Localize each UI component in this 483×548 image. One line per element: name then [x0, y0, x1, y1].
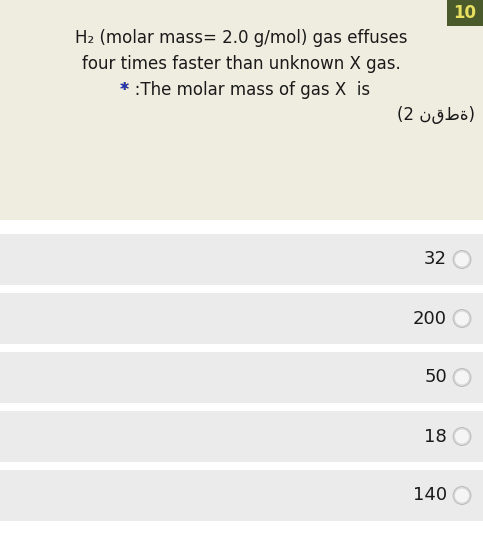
Circle shape	[455, 370, 469, 385]
Text: 10: 10	[454, 4, 477, 22]
Text: 200: 200	[413, 310, 447, 328]
Circle shape	[455, 488, 469, 503]
Bar	[0, 411, 483, 462]
Bar	[447, 0, 483, 26]
Circle shape	[455, 311, 469, 326]
Text: 32: 32	[424, 250, 447, 269]
Text: four times faster than unknown X gas.: four times faster than unknown X gas.	[82, 55, 400, 73]
Text: (2 نقطة): (2 نقطة)	[397, 106, 475, 124]
Circle shape	[453, 250, 471, 269]
Bar	[0, 0, 483, 220]
Circle shape	[453, 310, 471, 328]
Circle shape	[453, 368, 471, 386]
Circle shape	[453, 487, 471, 505]
Text: H₂ (molar mass= 2.0 g/mol) gas effuses: H₂ (molar mass= 2.0 g/mol) gas effuses	[75, 29, 407, 47]
Circle shape	[455, 430, 469, 443]
Text: 18: 18	[424, 427, 447, 446]
Text: 50: 50	[424, 368, 447, 386]
Text: * :The molar mass of gas X  is: * :The molar mass of gas X is	[121, 81, 370, 99]
Bar	[0, 293, 483, 344]
Bar	[0, 352, 483, 403]
Circle shape	[455, 253, 469, 266]
Bar	[0, 470, 483, 521]
Circle shape	[453, 427, 471, 446]
Bar	[0, 234, 483, 285]
Text: 140: 140	[413, 487, 447, 505]
Text: *: *	[120, 81, 128, 99]
